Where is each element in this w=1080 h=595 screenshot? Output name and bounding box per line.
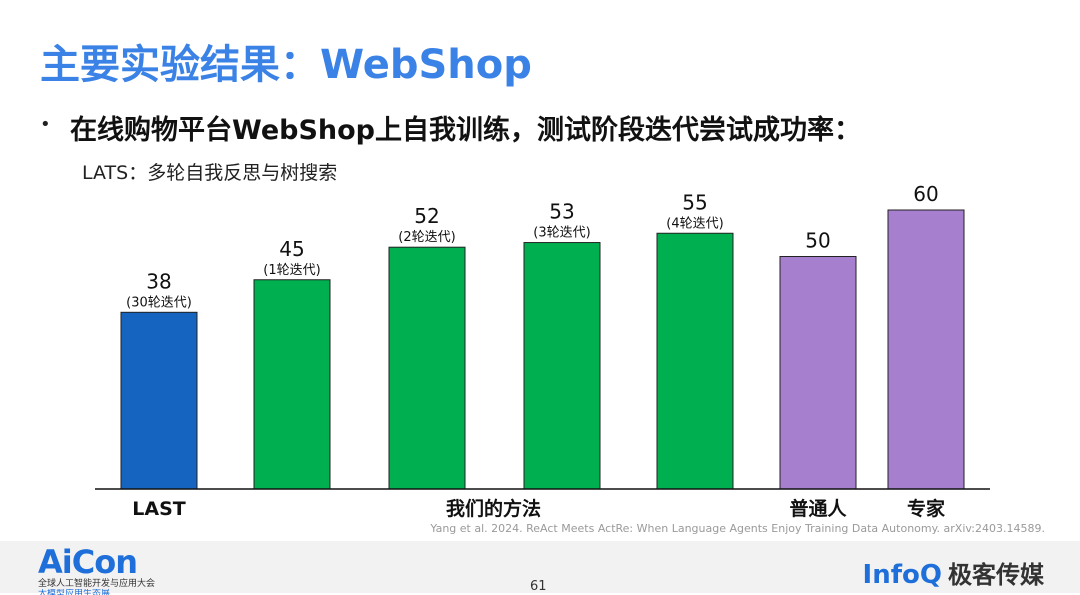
chart-bar [253, 279, 331, 490]
chart-bar [779, 256, 857, 490]
group-label: LAST [132, 498, 185, 520]
aicon-logo-text: AiCon [38, 543, 138, 581]
slide-title: 主要实验结果：WebShop [40, 42, 532, 88]
bar-sublabel: (4轮迭代) [666, 216, 723, 231]
chart-bar [120, 311, 198, 490]
citation: Yang et al. 2024. ReAct Meets ActRe: Whe… [430, 522, 1045, 535]
aicon-subtitle-2: 大模型应用生态展 [38, 589, 111, 595]
bar-value-label: 50 [805, 229, 830, 253]
bar-value-label: 45 [279, 237, 304, 261]
chart-bar [887, 209, 965, 490]
group-label: 专家 [907, 497, 946, 520]
bar-value-label: 60 [913, 182, 938, 206]
aicon-logo: AiCon 全球人工智能开发与应用大会 大模型应用生态展 [38, 545, 155, 595]
bar-value-label: 55 [682, 190, 707, 214]
group-label: 普通人 [789, 497, 847, 520]
bar-chart: 38 (30轮迭代) 45 (1轮迭代) 52 (2轮迭代) 53 (3轮迭代) 55 (4轮迭代… [95, 182, 990, 520]
infoq-logo-cn: 极客传媒 [948, 561, 1044, 589]
group-label: 我们的方法 [446, 497, 541, 520]
bar-value-label: 53 [549, 200, 574, 224]
bullet-text: 在线购物平台WebShop上自我训练，测试阶段迭代尝试成功率： [70, 115, 862, 146]
bar-sublabel: (2轮迭代) [398, 230, 455, 245]
chart-bar [523, 242, 601, 490]
bar-value-label: 38 [146, 269, 171, 293]
bar-sublabel: (30轮迭代) [126, 295, 192, 310]
subline-lats: LATS：多轮自我反思与树搜索 [82, 162, 338, 184]
bar-sublabel: (3轮迭代) [533, 226, 590, 241]
infoq-logo-text: InfoQ [862, 560, 942, 590]
chart-bar [388, 246, 466, 490]
page-number: 61 [530, 579, 547, 594]
aicon-subtitle: 全球人工智能开发与应用大会 [38, 579, 156, 589]
chart-bar [656, 232, 734, 490]
bar-value-label: 52 [414, 204, 439, 228]
infoq-logo: InfoQ 极客传媒 [863, 555, 1044, 590]
bar-sublabel: (1轮迭代) [263, 263, 320, 278]
footer-bar: AiCon 全球人工智能开发与应用大会 大模型应用生态展 61 InfoQ 极客传… [0, 541, 1080, 595]
bullet-dot-icon: • [40, 114, 51, 135]
